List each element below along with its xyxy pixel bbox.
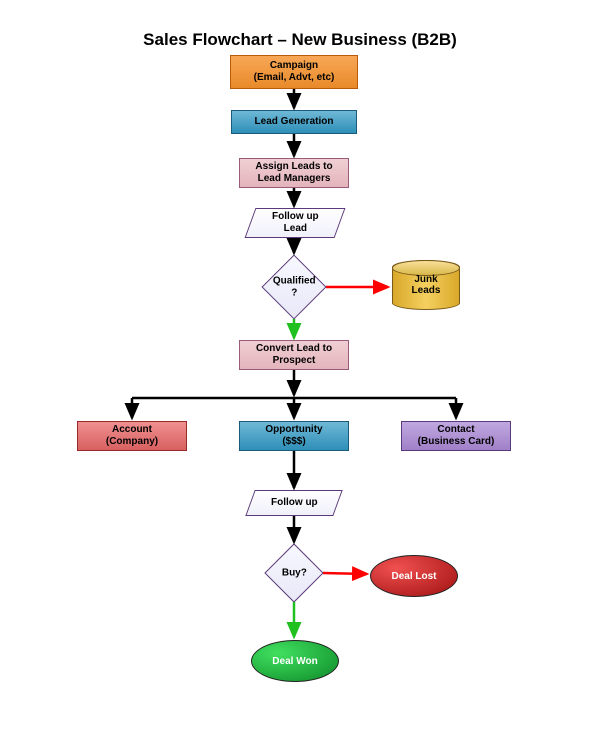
node-label: Follow upLead bbox=[272, 211, 319, 235]
node-label: JunkLeads bbox=[412, 274, 441, 296]
node-label: Follow up bbox=[271, 497, 318, 509]
node-account: Account(Company) bbox=[77, 421, 187, 451]
node-followup2: Follow up bbox=[245, 490, 342, 516]
node-campaign: Campaign(Email, Advt, etc) bbox=[230, 55, 358, 89]
node-label: Buy? bbox=[282, 567, 307, 579]
page-title: Sales Flowchart – New Business (B2B) bbox=[0, 30, 600, 50]
node-label: Convert Lead toProspect bbox=[256, 343, 332, 367]
node-label: Contact(Business Card) bbox=[418, 424, 495, 448]
node-buy: Buy? bbox=[264, 543, 323, 602]
node-won: Deal Won bbox=[251, 640, 339, 682]
node-label: Opportunity($$$) bbox=[265, 424, 322, 448]
node-label: Qualified? bbox=[273, 275, 316, 299]
node-label: Deal Won bbox=[272, 656, 317, 667]
node-qualified: Qualified? bbox=[261, 254, 326, 319]
node-lost: Deal Lost bbox=[370, 555, 458, 597]
node-convert: Convert Lead toProspect bbox=[239, 340, 349, 370]
node-label: Assign Leads toLead Managers bbox=[255, 161, 332, 185]
node-leadgen: Lead Generation bbox=[231, 110, 357, 134]
node-label: Account(Company) bbox=[106, 424, 158, 448]
node-label: Campaign(Email, Advt, etc) bbox=[254, 60, 335, 84]
node-label: Deal Lost bbox=[391, 571, 436, 582]
node-label: Lead Generation bbox=[255, 116, 334, 128]
node-assign: Assign Leads toLead Managers bbox=[239, 158, 349, 188]
node-followup1: Follow upLead bbox=[245, 208, 346, 238]
node-contact: Contact(Business Card) bbox=[401, 421, 511, 451]
node-junk: JunkLeads bbox=[392, 260, 460, 310]
node-opportunity: Opportunity($$$) bbox=[239, 421, 349, 451]
